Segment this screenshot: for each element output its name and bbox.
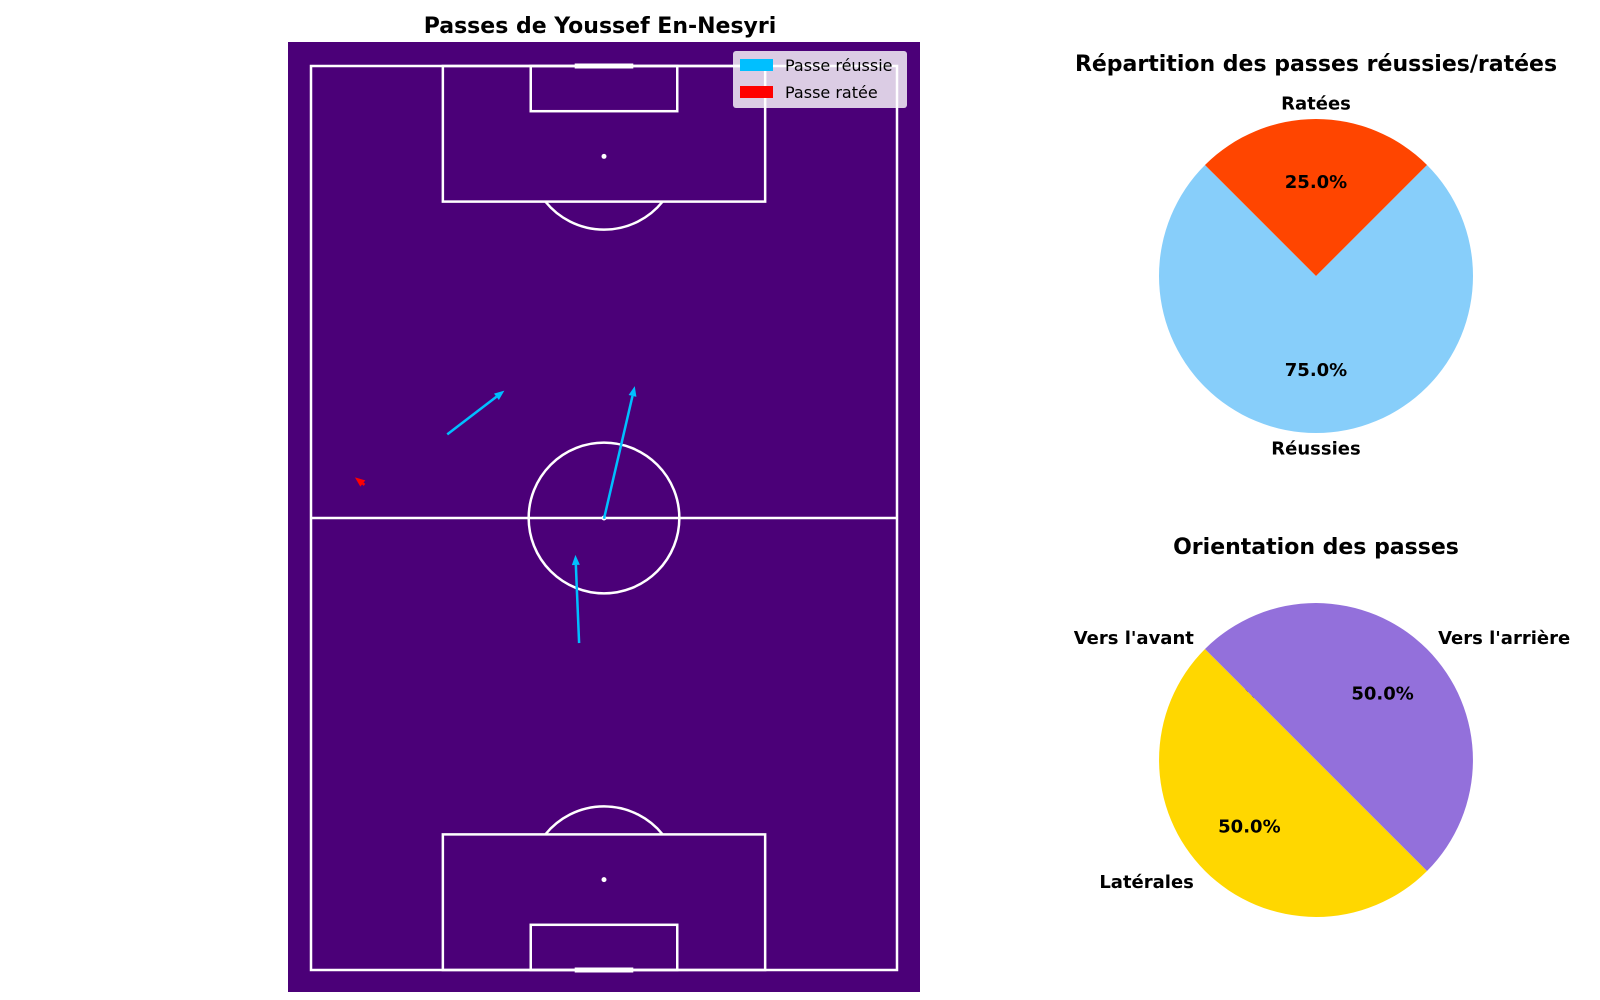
pass-shaft — [362, 482, 366, 486]
pie-pct-label: 50.0% — [1351, 683, 1413, 704]
legend-swatch — [740, 59, 773, 71]
pie-slice — [1159, 164, 1473, 433]
pie-category-label: Vers l'arrière — [1438, 628, 1570, 649]
bottom-penalty-spot — [601, 877, 607, 883]
pass-shaft — [602, 395, 634, 520]
pie-slice — [1204, 603, 1473, 872]
pass-shaft — [574, 564, 581, 644]
pass-head — [571, 554, 580, 566]
pie-category-label: Vers l'avant — [1074, 628, 1195, 649]
legend-label: Passe ratée — [785, 83, 878, 102]
pass-arrow-1 — [571, 554, 581, 644]
pass-head — [354, 477, 366, 487]
top-penalty-arc — [544, 200, 664, 231]
pass-arrow-3 — [446, 390, 505, 436]
legend: Passe réussie Passe ratée — [733, 51, 907, 108]
pie-pct-label: 75.0% — [1285, 360, 1347, 381]
legend-box — [733, 51, 907, 108]
pie-success: 75.0% Réussies 25.0% Ratées — [1159, 93, 1473, 460]
bottom-penalty-arc — [544, 805, 664, 836]
pass-arrow-2 — [602, 386, 637, 520]
pass-head — [628, 386, 637, 397]
top-penalty-spot — [601, 153, 607, 159]
pie-pct-label: 50.0% — [1218, 817, 1280, 838]
pitch-title: Passes de Youssef En-Nesyri — [424, 14, 777, 39]
pie-pct-label: 25.0% — [1285, 172, 1347, 193]
pass-head — [494, 390, 505, 400]
pie-success-title: Répartition des passes réussies/ratées — [1075, 52, 1557, 77]
center-circle — [527, 441, 681, 595]
pie-category-label: Réussies — [1271, 439, 1360, 460]
pie-slice — [1204, 118, 1428, 276]
pie-orientation: 0.0%Vers l'avant50.0%Latérales50.0%Vers … — [1074, 603, 1570, 917]
pie-orientation-title: Orientation des passes — [1173, 535, 1459, 560]
pie-category-label: Ratées — [1281, 93, 1351, 114]
pass-arrow-4 — [354, 477, 366, 487]
pie-slice — [1159, 648, 1428, 917]
pass-shaft — [446, 395, 498, 436]
passes-layer — [354, 386, 637, 644]
legend-label: Passe réussie — [785, 56, 893, 75]
pie-category-label: Latérales — [1099, 872, 1194, 893]
legend-swatch — [740, 86, 773, 98]
